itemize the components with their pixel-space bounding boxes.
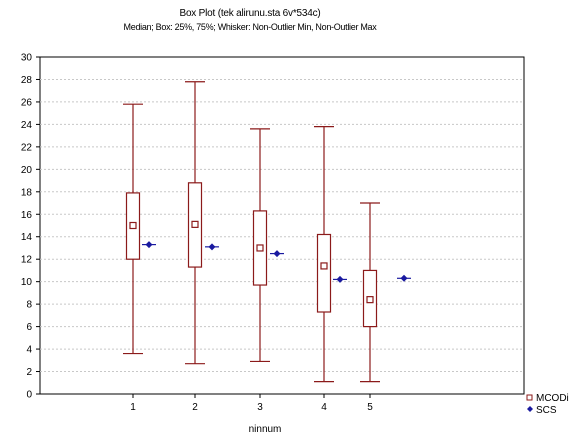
point-marker <box>145 241 153 249</box>
point-marker <box>400 274 408 282</box>
box-series <box>123 81 380 383</box>
y-tick-label: 20 <box>21 165 33 176</box>
median-marker <box>320 262 328 270</box>
box-2 <box>185 81 205 365</box>
y-tick-label: 4 <box>26 345 32 356</box>
y-tick-label: 14 <box>21 232 33 243</box>
point-3 <box>270 250 284 258</box>
y-tick-label: 0 <box>26 390 32 401</box>
x-tick-label: 1 <box>130 402 136 413</box>
median-marker <box>366 296 374 304</box>
y-tick-label: 28 <box>21 75 33 86</box>
x-axis-ticks: 1 2 3 4 5 <box>130 394 373 413</box>
y-tick-label: 6 <box>26 322 32 333</box>
y-tick-label: 8 <box>26 300 32 311</box>
y-tick-label: 18 <box>21 187 33 198</box>
x-tick-label: 4 <box>321 402 327 413</box>
point-marker <box>336 275 344 283</box>
point-4 <box>333 275 347 283</box>
y-tick-label: 30 <box>21 53 33 64</box>
median-marker <box>256 244 264 252</box>
point-5 <box>397 274 411 282</box>
y-tick-label: 26 <box>21 97 33 108</box>
x-tick-label: 3 <box>257 402 263 413</box>
box-5 <box>360 202 380 383</box>
x-tick-label: 5 <box>367 402 373 413</box>
legend-swatch-point <box>527 406 533 412</box>
legend-label-point: SCS <box>536 405 557 416</box>
chart-subtitle: Median; Box: 25%, 75%; Whisker: Non-Outl… <box>123 22 377 32</box>
legend-swatch-box <box>526 394 533 401</box>
y-tick-label: 24 <box>21 120 33 131</box>
legend-item-point: SCS <box>527 405 557 416</box>
x-axis-label: ninnum <box>249 424 282 435</box>
box-4 <box>314 126 334 383</box>
point-marker <box>273 250 281 258</box>
box-3 <box>250 128 270 363</box>
legend-label-box: MCODim <box>536 393 569 404</box>
grid-lines <box>40 78 524 373</box>
y-tick-label: 2 <box>26 367 32 378</box>
point-2 <box>205 243 219 251</box>
y-tick-label: 12 <box>21 255 33 266</box>
point-1 <box>142 241 156 249</box>
median-marker <box>129 221 137 230</box>
legend: MCODimSCS <box>526 393 569 416</box>
median-marker <box>191 220 199 228</box>
y-tick-label: 22 <box>21 142 33 153</box>
x-tick-label: 2 <box>192 402 198 413</box>
point-marker <box>208 243 216 251</box>
point-series <box>142 241 411 283</box>
box-iqr <box>316 233 332 313</box>
legend-item-box: MCODim <box>526 393 569 404</box>
box-1 <box>123 103 143 355</box>
y-tick-label: 10 <box>21 277 33 288</box>
y-tick-label: 16 <box>21 210 33 221</box>
chart-title: Box Plot (tek alirunu.sta 6v*534c) <box>179 8 321 19</box>
plot-area <box>39 56 525 395</box>
